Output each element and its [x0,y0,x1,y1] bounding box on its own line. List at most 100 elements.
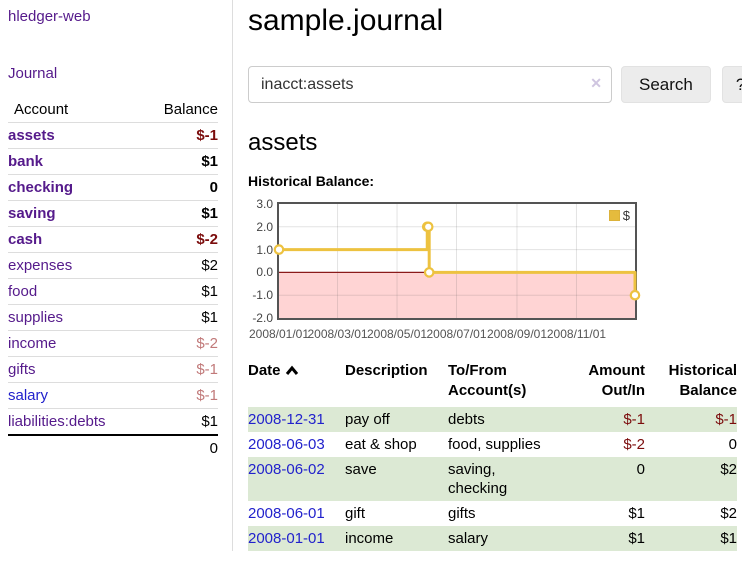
transaction-balance: 0 [728,436,737,453]
data-point-marker [422,221,434,233]
x-tick-label: 2008/03/01 [307,327,368,341]
account-link[interactable]: income [8,335,57,352]
account-heading: assets [248,129,318,156]
search-form: ✕ Search ? [248,66,742,103]
data-point-marker [423,267,435,278]
transaction-description: pay off [345,411,390,428]
accounts-total-value: 0 [209,440,218,457]
transaction-amount: $1 [628,505,645,522]
register-header-date[interactable]: Date [248,358,345,407]
account-row: food $1 [8,278,218,305]
chart-canvas [273,204,641,318]
transaction-description: eat & shop [345,436,417,453]
transaction-description: income [345,530,394,547]
main-content: sample.journal ✕ Search ? assets Histori… [233,0,742,551]
account-balance: $1 [201,205,218,222]
sort-asc-icon [285,362,299,382]
account-link[interactable]: checking [8,179,74,196]
search-input-wrap: ✕ [248,66,612,103]
account-link[interactable]: cash [8,231,43,248]
y-tick-label: -1.0 [252,288,273,303]
transaction-accounts: salary [448,530,489,547]
register-row: 2008-06-03 eat & shop food, supplies $-2… [248,432,737,457]
account-link[interactable]: salary [8,387,49,404]
y-tick-label: -2.0 [252,311,273,325]
register-table: Date Description To/From Account(s) Amou… [248,358,737,551]
account-link[interactable]: assets [8,127,55,144]
account-balance: $2 [201,257,218,274]
account-balance: $1 [201,283,218,300]
transaction-accounts: saving, checking [448,461,508,497]
account-link[interactable]: saving [8,205,56,222]
x-tick-label: 2008/05/01 [366,327,428,341]
clear-search-icon[interactable]: ✕ [590,75,602,91]
x-tick-label: 2008/11/01 [546,327,607,341]
account-balance: $-1 [196,361,218,378]
register-header-description: Description [345,362,428,379]
balance-chart: $ 3.0 2.0 1.0 0.0 -1.0 -2.0 2008/01/01 2008/03… [248,196,668,344]
sidebar-item-journal[interactable]: Journal [8,65,58,82]
help-button[interactable]: ? [721,66,742,103]
account-row: income $-2 [8,330,218,357]
register-header-accounts: To/From Account(s) [448,362,527,399]
accounts-table: Account Balance assets $-1 bank $1 check… [8,98,218,461]
page-title: sample.journal [248,4,444,37]
register-row: 2008-12-31 pay off debts $-1 $-1 [248,407,737,432]
chart-title: Historical Balance: [248,173,375,189]
y-tick-label: 2.0 [256,219,273,234]
account-balance: $1 [201,309,218,326]
transaction-accounts: gifts [448,505,476,522]
transaction-date-link[interactable]: 2008-06-01 [248,505,325,522]
transaction-amount: $-2 [623,436,645,453]
transaction-date-link[interactable]: 2008-06-03 [248,436,325,453]
search-button[interactable]: Search [621,66,711,103]
accounts-header-account: Account [14,101,69,118]
account-balance: $-2 [196,335,218,352]
y-tick-label: 3.0 [256,197,273,211]
transaction-balance: $1 [720,530,737,547]
account-balance: 0 [209,179,218,196]
transaction-date-link[interactable]: 2008-06-02 [248,461,325,478]
account-balance: $-1 [196,387,218,404]
accounts-total-row: 0 [8,435,218,461]
register-header-amount: Amount Out/In [588,362,645,399]
account-row: expenses $2 [8,252,218,279]
account-row: assets $-1 [8,122,218,149]
account-row: liabilities:debts $1 [8,408,218,436]
search-input[interactable] [248,66,612,103]
sidebar: hledger-web Journal Account Balance asse… [0,0,233,551]
accounts-total-spacer [8,435,138,461]
accounts-table-header: Account Balance [8,98,218,123]
account-row: saving $1 [8,200,218,227]
register-header-row: Date Description To/From Account(s) Amou… [248,358,737,407]
transaction-amount: 0 [636,461,645,478]
data-point-marker [273,244,285,255]
transaction-date-link[interactable]: 2008-12-31 [248,411,325,428]
account-link[interactable]: expenses [8,257,73,274]
account-link[interactable]: supplies [8,309,64,326]
transaction-date-link[interactable]: 2008-01-01 [248,530,325,547]
account-row: checking 0 [8,174,218,201]
transaction-description: gift [345,505,366,522]
y-tick-label: 0.0 [256,265,273,280]
x-tick-label: 2008/01/01 [248,327,310,341]
account-link[interactable]: gifts [8,361,36,378]
register-header-balance: Historical Balance [668,362,737,399]
account-link[interactable]: liabilities:debts [8,413,106,430]
register-row: 2008-06-02 save saving, checking 0 $2 [248,457,737,501]
x-tick-label: 2008/07/01 [426,327,487,341]
accounts-header-balance: Balance [163,101,218,118]
legend-label: $ [622,208,630,223]
account-row: bank $1 [8,148,218,175]
account-row: gifts $-1 [8,356,218,383]
brand-link[interactable]: hledger-web [8,8,91,25]
transaction-balance: $-1 [715,411,737,428]
app-root: hledger-web Journal Account Balance asse… [0,0,742,551]
account-balance: $1 [201,153,218,170]
y-tick-label: 1.0 [256,242,273,257]
account-link[interactable]: bank [8,153,44,170]
x-tick-label: 2008/09/01 [486,327,547,341]
account-balance: $-1 [196,127,218,144]
account-row: supplies $1 [8,304,218,331]
account-link[interactable]: food [8,283,38,300]
